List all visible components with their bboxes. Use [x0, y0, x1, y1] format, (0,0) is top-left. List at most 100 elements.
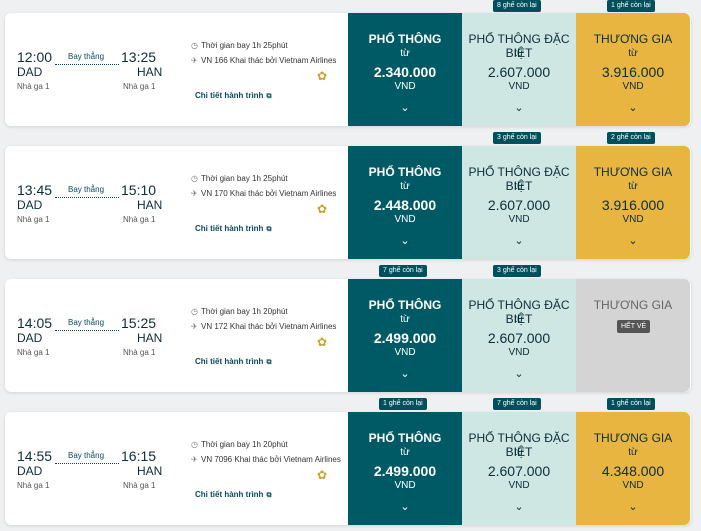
chevron-down-icon[interactable]: ⌄ — [400, 501, 410, 513]
arrival-terminal: Nhà ga 1 — [123, 348, 156, 357]
itinerary-details-link[interactable]: Chi tiết hành trình ⧉ — [195, 91, 271, 101]
itinerary-details-label: Chi tiết hành trình — [195, 91, 264, 100]
seats-left-badge: 1 ghế còn lại — [607, 0, 655, 12]
departure-time: 14:55 — [17, 448, 53, 464]
currency-label: VND — [622, 214, 644, 225]
departure-terminal: Nhà ga 1 — [17, 215, 50, 224]
fare-price: 4.348.000 — [601, 463, 665, 479]
departure-airport: DAD — [17, 464, 43, 478]
fare-economy[interactable]: PHỔ THÔNG từ 2.499.000 VND ⌄ — [348, 412, 462, 525]
chevron-down-icon[interactable]: ⌄ — [400, 102, 410, 114]
flight-info: 12:00 Bay thẳng 13:25 DAD HAN Nhà ga 1 N… — [5, 13, 348, 126]
fare-deluxe[interactable]: PHỔ THÔNG ĐẶC BIỆT từ 2.607.000 VND ⌄ — [462, 146, 576, 259]
fare-class-name: PHỔ THÔNG ĐẶC BIỆT — [468, 431, 570, 459]
nonstop-label: Bay thẳng — [67, 318, 105, 327]
fare-business: THƯƠNG GIA HẾT VÉ — [576, 279, 690, 392]
fare-class-name: THƯƠNG GIA — [593, 165, 673, 179]
clock-icon: ◷ — [191, 440, 198, 449]
sold-out-badge: HẾT VÉ — [617, 320, 651, 333]
fare-class-name: PHỔ THÔNG — [368, 431, 442, 445]
airline-logo-icon: ✿ — [317, 69, 328, 83]
departure-airport: DAD — [17, 65, 43, 79]
plane-icon: ✈ — [191, 455, 198, 464]
chevron-down-icon[interactable]: ⌄ — [514, 501, 524, 513]
seats-left-badge: 7 ghế còn lại — [493, 398, 541, 410]
itinerary-details-link[interactable]: Chi tiết hành trình ⧉ — [195, 224, 271, 234]
arrival-terminal: Nhà ga 1 — [123, 82, 156, 91]
external-link-icon: ⧉ — [266, 226, 272, 233]
route-line — [55, 330, 119, 331]
fare-economy[interactable]: PHỔ THÔNG từ 2.340.000 VND ⌄ — [348, 13, 462, 126]
seats-left-badge: 2 ghế còn lại — [607, 132, 655, 144]
external-link-icon: ⧉ — [266, 359, 272, 366]
chevron-down-icon[interactable]: ⌄ — [400, 235, 410, 247]
fare-class-name: THƯƠNG GIA — [593, 32, 673, 46]
fare-price: 2.499.000 — [373, 463, 437, 479]
nonstop-label: Bay thẳng — [67, 451, 105, 460]
fare-price: 2.499.000 — [373, 330, 437, 346]
fare-class-name: PHỔ THÔNG ĐẶC BIỆT — [468, 32, 570, 60]
fare-economy[interactable]: PHỔ THÔNG từ 2.499.000 VND ⌄ — [348, 279, 462, 392]
departure-terminal: Nhà ga 1 — [17, 481, 50, 490]
fare-class-name: PHỔ THÔNG — [368, 298, 442, 312]
fare-business[interactable]: THƯƠNG GIA từ 3.916.000 VND ⌄ — [576, 13, 690, 126]
seats-left-badge: 1 ghế còn lại — [379, 398, 427, 410]
fare-business[interactable]: THƯƠNG GIA từ 4.348.000 VND ⌄ — [576, 412, 690, 525]
fare-economy[interactable]: PHỔ THÔNG từ 2.448.000 VND ⌄ — [348, 146, 462, 259]
flight-card: 14:05 Bay thẳng 15:25 DAD HAN Nhà ga 1 N… — [5, 279, 691, 392]
flight-detail: ◷ Thời gian bay 1h 20phút ✈ VN 7096 Khai t… — [191, 440, 341, 464]
fare-class-name: PHỔ THÔNG ĐẶC BIỆT — [468, 165, 570, 193]
seats-left-badge: 7 ghế còn lại — [379, 265, 427, 277]
flight-card: 12:00 Bay thẳng 13:25 DAD HAN Nhà ga 1 N… — [5, 13, 691, 126]
arrival-time: 13:25 — [121, 49, 157, 65]
chevron-down-icon[interactable]: ⌄ — [628, 235, 638, 247]
flight-card: 14:55 Bay thẳng 16:15 DAD HAN Nhà ga 1 N… — [5, 412, 691, 525]
flight-duration: Thời gian bay 1h 25phút — [201, 174, 288, 183]
chevron-down-icon[interactable]: ⌄ — [400, 368, 410, 380]
chevron-down-icon[interactable]: ⌄ — [514, 102, 524, 114]
airline-logo-icon: ✿ — [317, 468, 328, 482]
flight-card: 13:45 Bay thẳng 15:10 DAD HAN Nhà ga 1 N… — [5, 146, 691, 259]
seats-left-badge: 3 ghế còn lại — [493, 265, 541, 277]
departure-terminal: Nhà ga 1 — [17, 82, 50, 91]
flight-duration: Thời gian bay 1h 20phút — [201, 307, 288, 316]
departure-airport: DAD — [17, 198, 43, 212]
arrival-airport: HAN — [137, 65, 163, 79]
itinerary-details-link[interactable]: Chi tiết hành trình ⧉ — [195, 357, 271, 367]
fare-price: 2.448.000 — [373, 197, 437, 213]
flight-operator: VN 7096 Khai thác bởi Vietnam Airlines — [201, 455, 341, 464]
fare-deluxe[interactable]: PHỔ THÔNG ĐẶC BIỆT từ 2.607.000 VND ⌄ — [462, 13, 576, 126]
flight-detail: ◷ Thời gian bay 1h 25phút ✈ VN 170 Khai th… — [191, 174, 341, 198]
external-link-icon: ⧉ — [266, 93, 272, 100]
departure-airport: DAD — [17, 331, 43, 345]
currency-label: VND — [622, 480, 644, 491]
currency-label: VND — [622, 81, 644, 92]
fare-price: 2.607.000 — [487, 197, 551, 213]
fare-price: 2.607.000 — [487, 330, 551, 346]
departure-terminal: Nhà ga 1 — [17, 348, 50, 357]
chevron-down-icon[interactable]: ⌄ — [514, 368, 524, 380]
currency-label: VND — [394, 214, 416, 225]
currency-label: VND — [508, 347, 530, 358]
nonstop-label: Bay thẳng — [67, 185, 105, 194]
chevron-down-icon[interactable]: ⌄ — [628, 102, 638, 114]
arrival-terminal: Nhà ga 1 — [123, 481, 156, 490]
flight-detail: ◷ Thời gian bay 1h 25phút ✈ VN 166 Khai th… — [191, 41, 341, 65]
fare-deluxe[interactable]: PHỔ THÔNG ĐẶC BIỆT từ 2.607.000 VND ⌄ — [462, 412, 576, 525]
clock-icon: ◷ — [191, 41, 198, 50]
arrival-time: 15:25 — [121, 315, 157, 331]
price-from-label: từ — [400, 314, 410, 325]
price-from-label: từ — [514, 447, 524, 458]
airline-logo-icon: ✿ — [317, 202, 328, 216]
chevron-down-icon[interactable]: ⌄ — [628, 501, 638, 513]
chevron-down-icon[interactable]: ⌄ — [514, 235, 524, 247]
fare-class-name: PHỔ THÔNG — [368, 32, 442, 46]
flight-operator: VN 170 Khai thác bởi Vietnam Airlines — [201, 189, 337, 198]
price-from-label: từ — [628, 48, 638, 59]
fare-deluxe[interactable]: PHỔ THÔNG ĐẶC BIỆT từ 2.607.000 VND ⌄ — [462, 279, 576, 392]
price-from-label: từ — [400, 447, 410, 458]
fare-class-name: THƯƠNG GIA — [593, 298, 673, 312]
fare-business[interactable]: THƯƠNG GIA từ 3.916.000 VND ⌄ — [576, 146, 690, 259]
itinerary-details-link[interactable]: Chi tiết hành trình ⧉ — [195, 490, 271, 500]
fare-class-name: PHỔ THÔNG — [368, 165, 442, 179]
